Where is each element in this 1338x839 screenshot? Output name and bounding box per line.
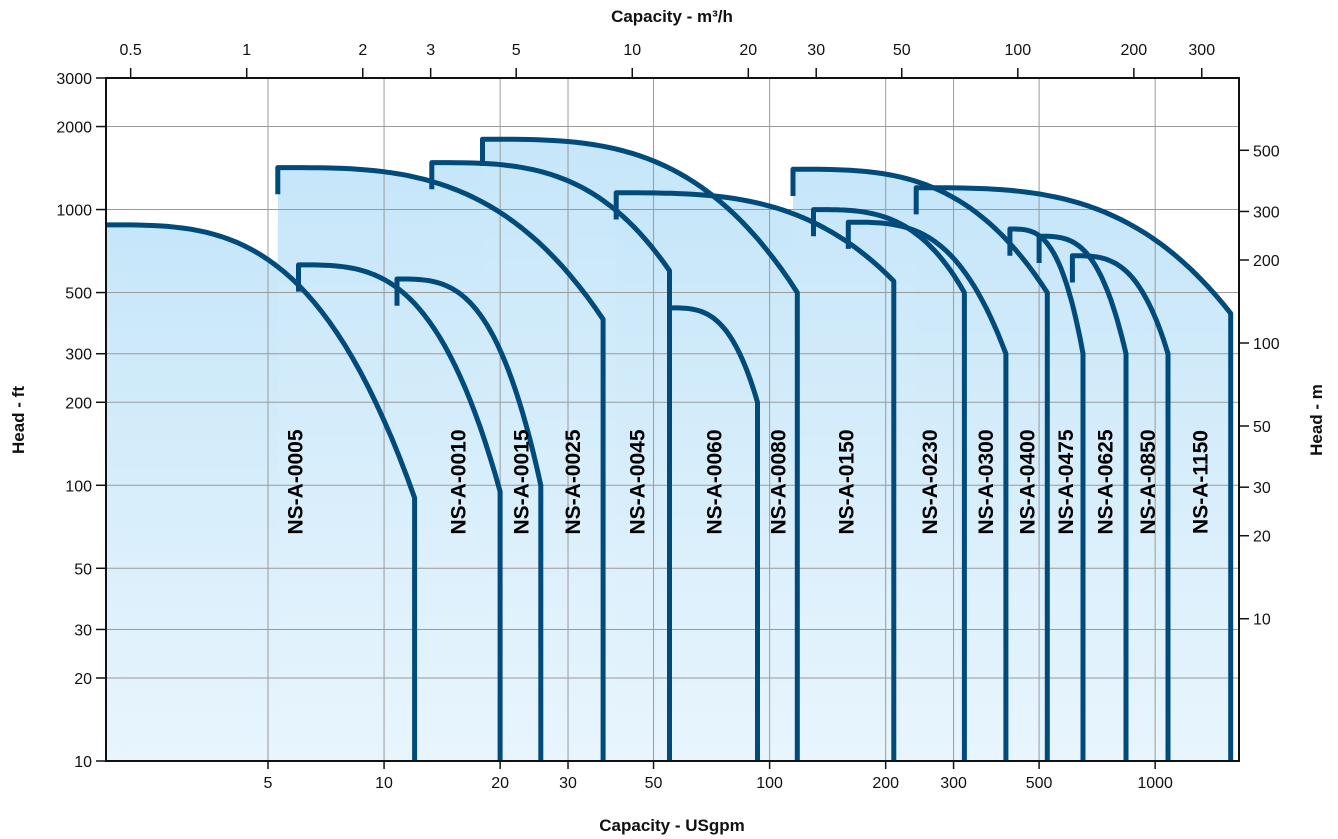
- curve-NS-A-0080: [480, 136, 800, 761]
- x-axis-title: Capacity - USgpm: [599, 816, 744, 835]
- curve-NS-A-0005: [106, 222, 418, 761]
- label-NS-A-0300: NS-A-0300: [975, 429, 998, 534]
- x-tick-label-100: 100: [756, 775, 783, 792]
- y2-tick-label-100: 100: [1253, 336, 1280, 353]
- y2-tick-label-300: 300: [1253, 204, 1280, 221]
- x-tick-label-200: 200: [872, 775, 899, 792]
- x2-axis-title: Capacity - m³/h: [611, 7, 733, 26]
- label-NS-A-0080: NS-A-0080: [767, 429, 790, 534]
- x-tick-label-50: 50: [645, 775, 663, 792]
- x-tick-label-1000: 1000: [1137, 775, 1173, 792]
- x-tick-label-30: 30: [559, 775, 577, 792]
- label-NS-A-0150: NS-A-0150: [836, 429, 859, 534]
- x2-tick-label-5: 5: [512, 42, 521, 59]
- x-tick-label-500: 500: [1026, 775, 1053, 792]
- y-tick-label-30: 30: [74, 622, 92, 639]
- curve-NS-A-0045: [429, 160, 672, 761]
- x-tick-label-5: 5: [264, 775, 273, 792]
- curve-NS-A-0015: [394, 276, 544, 761]
- y-tick-label-50: 50: [74, 561, 92, 578]
- x2-tick-label-30: 30: [807, 42, 825, 59]
- curve-NS-A-0850: [1069, 253, 1171, 761]
- axes: 5 10 20 30 50 100 200 300 500 1000 10 20 30 50 100 200 3…: [56, 42, 1279, 792]
- y-tick-label-10: 10: [74, 754, 92, 771]
- x-tick-label-300: 300: [940, 775, 967, 792]
- label-NS-A-0010: NS-A-0010: [447, 429, 470, 534]
- pump-curves: [106, 136, 1234, 761]
- curve-NS-A-0230: [811, 207, 967, 761]
- label-NS-A-0060: NS-A-0060: [704, 429, 727, 534]
- label-NS-A-0015: NS-A-0015: [511, 429, 534, 534]
- y-tick-label-300: 300: [65, 347, 92, 364]
- y2-tick-label-50: 50: [1253, 419, 1271, 436]
- x-tick-label-10: 10: [375, 775, 393, 792]
- model-labels: NS-A-0005 NS-A-0010 NS-A-0015 NS-A-0025 NS-A…: [285, 429, 1213, 534]
- curve-NS-A-0060: [667, 305, 760, 761]
- y2-tick-label-30: 30: [1253, 480, 1271, 497]
- label-NS-A-0230: NS-A-0230: [919, 429, 942, 534]
- y2-tick-label-500: 500: [1253, 143, 1280, 160]
- label-NS-A-0005: NS-A-0005: [285, 429, 308, 534]
- label-NS-A-0850: NS-A-0850: [1137, 429, 1160, 534]
- x2-tick-label-300: 300: [1188, 42, 1215, 59]
- x2-tick-label-50: 50: [893, 42, 911, 59]
- curve-NS-A-1150: [913, 185, 1234, 761]
- curve-NS-A-0625: [1036, 233, 1129, 761]
- curve-NS-A-0025: [275, 165, 606, 761]
- x2-tick-label-3: 3: [426, 42, 435, 59]
- y-tick-label-100: 100: [65, 478, 92, 495]
- label-NS-A-1150: NS-A-1150: [1189, 430, 1212, 534]
- label-NS-A-0400: NS-A-0400: [1017, 429, 1040, 534]
- y2-tick-label-20: 20: [1253, 529, 1271, 546]
- x2-tick-label-2: 2: [358, 42, 367, 59]
- label-NS-A-0045: NS-A-0045: [626, 429, 649, 534]
- y-tick-label-200: 200: [65, 395, 92, 412]
- x2-tick-label-100: 100: [1004, 42, 1031, 59]
- x2-tick-label-1: 1: [242, 42, 251, 59]
- y-tick-label-20: 20: [74, 671, 92, 688]
- label-NS-A-0475: NS-A-0475: [1055, 429, 1078, 534]
- y-axis-title: Head - ft: [9, 386, 28, 454]
- plot-frame: [105, 77, 1240, 762]
- x2-tick-label-0.5: 0.5: [120, 42, 142, 59]
- x2-tick-label-10: 10: [623, 42, 641, 59]
- curve-NS-A-0150: [613, 190, 897, 761]
- y-tick-label-2000: 2000: [56, 120, 92, 137]
- x-tick-label-20: 20: [491, 775, 509, 792]
- label-NS-A-0625: NS-A-0625: [1095, 429, 1118, 534]
- y-tick-label-3000: 3000: [56, 71, 92, 88]
- curve-NS-A-0300: [845, 219, 1009, 761]
- label-NS-A-0025: NS-A-0025: [562, 429, 585, 534]
- x2-tick-label-20: 20: [739, 42, 757, 59]
- y-tick-label-500: 500: [65, 286, 92, 303]
- y-tick-label-1000: 1000: [56, 203, 92, 220]
- y2-tick-label-200: 200: [1253, 253, 1280, 270]
- x2-tick-label-200: 200: [1121, 42, 1148, 59]
- grid: [106, 77, 1239, 762]
- y2-tick-label-10: 10: [1253, 612, 1271, 629]
- curve-NS-A-0475: [1007, 226, 1086, 761]
- y2-axis-title: Head - m: [1307, 384, 1326, 456]
